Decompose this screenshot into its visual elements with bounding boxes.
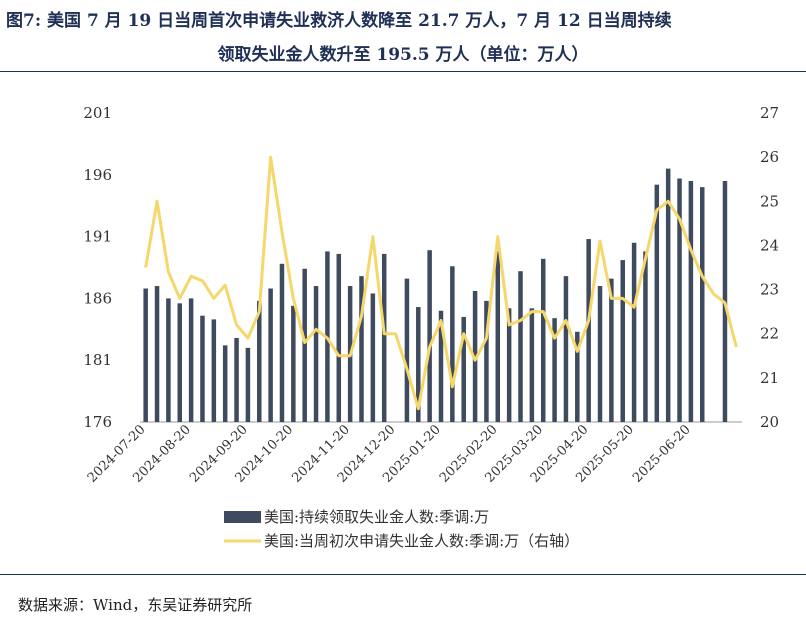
left-tick-label: 181 [83, 351, 112, 369]
bar [563, 276, 569, 422]
left-tick-label: 201 [83, 104, 112, 122]
chart-canvas: 176 181 186 191 196 201 20 21 22 23 24 25 26 27 2024… [83, 104, 779, 550]
bar [609, 278, 614, 422]
right-tick-label: 26 [760, 148, 779, 166]
source-note: 数据来源：Wind，东吴证券研究所 [18, 596, 253, 614]
bar [495, 251, 501, 422]
bar [461, 316, 466, 422]
x-axis-ticks: 2024-07-202024-08-202024-09-202024-10-20… [85, 422, 694, 486]
bar [154, 286, 160, 422]
bar [359, 276, 364, 422]
bar [381, 253, 387, 422]
left-tick-label: 191 [83, 228, 112, 246]
right-axis-ticks: 20 21 22 23 24 25 26 27 [760, 104, 779, 431]
title-divider [0, 71, 806, 72]
bar [245, 347, 251, 422]
bar [143, 288, 148, 422]
legend-bar-swatch [224, 511, 261, 523]
bar [540, 258, 546, 422]
legend-bar-label: 美国:持续领取失业金人数:季调:万 [264, 508, 489, 526]
right-tick-label: 22 [760, 325, 779, 343]
left-tick-label: 186 [83, 289, 112, 307]
bar [575, 331, 580, 422]
right-tick-label: 24 [760, 236, 779, 254]
bar [291, 305, 296, 422]
bar [336, 253, 342, 422]
bar [211, 319, 217, 422]
legend: 美国:持续领取失业金人数:季调:万美国:当周初次申请失业金人数:季调:万（右轴） [224, 508, 579, 550]
bar [597, 286, 603, 422]
bar [438, 310, 444, 422]
bar [279, 263, 285, 422]
bar [257, 300, 262, 422]
bar [177, 303, 183, 422]
bar [586, 239, 591, 422]
bar [302, 268, 307, 422]
bar [188, 298, 194, 422]
legend-line-label: 美国:当周初次申请失业金人数:季调:万（右轴） [264, 532, 579, 550]
bar [518, 271, 523, 422]
bar [450, 266, 455, 422]
chart-title-line1: 图7: 美国 7 月 19 日当周首次申请失业救济人数降至 21.7 万人，7 … [6, 11, 672, 31]
bar [699, 187, 705, 422]
bar [665, 168, 671, 422]
right-tick-label: 27 [760, 104, 779, 122]
right-tick-label: 21 [760, 369, 779, 387]
right-tick-label: 23 [760, 281, 779, 299]
bar [200, 315, 205, 422]
left-tick-label: 176 [83, 413, 112, 431]
bar-series [143, 168, 728, 422]
bar [416, 307, 421, 422]
left-tick-label: 196 [83, 166, 112, 184]
bar [234, 337, 239, 422]
bar [552, 318, 557, 422]
bar [688, 180, 694, 422]
bar [654, 184, 660, 422]
initial-claims-line [144, 155, 738, 411]
x-tick-label: 2025-06-20 [630, 422, 694, 486]
right-tick-label: 25 [760, 192, 779, 210]
bar [643, 251, 648, 422]
bar [631, 242, 637, 422]
footer-divider [0, 574, 806, 575]
right-tick-label: 20 [760, 413, 779, 431]
bar [404, 278, 410, 422]
bar [370, 293, 376, 422]
bar [677, 178, 682, 422]
line-series [144, 155, 738, 411]
bar [529, 308, 535, 422]
bar [268, 288, 273, 422]
bar [620, 260, 625, 422]
bar [222, 345, 228, 422]
bar [166, 298, 171, 422]
chart-title-line2: 领取失业金人数升至 195.5 万人（单位：万人） [217, 45, 589, 65]
bar [506, 308, 512, 422]
bar [484, 300, 489, 422]
bar [313, 286, 319, 422]
left-axis-ticks: 176 181 186 191 196 201 [83, 104, 112, 431]
bar [427, 250, 432, 422]
